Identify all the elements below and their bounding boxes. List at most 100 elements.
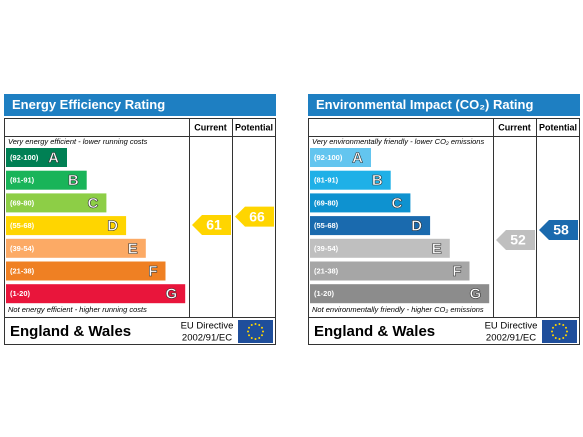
band-letter: A <box>352 149 363 166</box>
rating-arrow <box>496 230 535 251</box>
rating-value: 61 <box>206 217 222 233</box>
eu-star <box>247 330 249 333</box>
eu-star <box>260 334 263 337</box>
band-letter: D <box>107 218 118 235</box>
eu-flag <box>238 320 273 343</box>
band-range: (69-80) <box>314 198 339 207</box>
rating-arrow <box>539 220 578 241</box>
rating-arrow <box>235 206 274 227</box>
band-letter: F <box>148 263 157 280</box>
band-bar <box>6 216 127 236</box>
footer-region: England & Wales <box>10 323 131 340</box>
eu-star <box>552 334 555 337</box>
band-letter: B <box>372 172 383 189</box>
band-letter: F <box>452 263 461 280</box>
title-bar <box>308 94 580 116</box>
eu-star <box>566 330 568 333</box>
column-header: Current <box>194 122 227 132</box>
top-note: Very energy efficient - lower running co… <box>8 137 148 146</box>
rating-arrow <box>192 215 231 235</box>
directive: EU Directive <box>181 321 234 332</box>
band-bar <box>6 261 166 281</box>
column-header: Potential <box>539 122 577 132</box>
band-bar <box>310 216 431 236</box>
band-letter: G <box>166 286 178 303</box>
eu-star <box>562 336 565 339</box>
band-bar <box>6 170 87 190</box>
panel-title: Energy Efficiency Rating <box>12 97 165 112</box>
band-range: (81-91) <box>314 176 339 185</box>
eu-star <box>558 323 561 325</box>
band-bar <box>310 261 470 281</box>
band-letter: C <box>392 195 403 212</box>
eu-star <box>558 338 561 340</box>
directive-code: 2002/91/EC <box>486 333 536 344</box>
band-letter: G <box>470 286 482 303</box>
eu-star <box>254 338 257 340</box>
band-bar <box>310 284 490 304</box>
eu-star <box>551 330 553 333</box>
eu-star <box>258 336 261 339</box>
bottom-note: Not energy efficient - higher running co… <box>8 305 147 314</box>
column-header: Current <box>498 122 531 132</box>
band-range: (55-68) <box>10 221 35 230</box>
eu-star <box>254 323 257 325</box>
eu-star <box>552 326 555 329</box>
rating-value: 58 <box>553 222 569 238</box>
eu-star <box>564 326 567 329</box>
band-bar <box>310 193 411 213</box>
eu-star <box>248 326 251 329</box>
eu-star <box>250 336 253 339</box>
frame <box>4 118 276 345</box>
epc-panel: Environmental Impact (CO₂) Rating Current… <box>308 94 580 345</box>
band-range: (55-68) <box>314 221 339 230</box>
band-range: (69-80) <box>10 198 35 207</box>
eu-star <box>554 336 557 339</box>
rating-value: 66 <box>249 208 265 224</box>
frame <box>308 118 580 345</box>
top-note: Very environmentally friendly - lower CO… <box>312 137 484 146</box>
band-bar <box>310 238 450 258</box>
band-range: (92-100) <box>314 153 343 162</box>
band-range: (92-100) <box>10 153 39 162</box>
band-bar <box>6 193 107 213</box>
band-letter: E <box>432 240 442 257</box>
band-letter: E <box>128 240 138 257</box>
band-range: (39-54) <box>314 244 339 253</box>
band-bar <box>310 148 371 167</box>
epc-panel: Energy Efficiency Rating Current Potential… <box>4 94 276 345</box>
band-range: (21-38) <box>314 266 339 275</box>
band-range: (81-91) <box>10 176 35 185</box>
eu-star <box>258 324 261 327</box>
panel-title: Environmental Impact (CO₂) Rating <box>316 97 533 112</box>
band-range: (1-20) <box>314 289 335 298</box>
eu-star <box>562 324 565 327</box>
bottom-note: Not environmentally friendly - higher CO… <box>312 305 484 314</box>
directive: EU Directive <box>485 321 538 332</box>
title-bar <box>4 94 276 116</box>
band-bar <box>6 238 146 258</box>
band-range: (39-54) <box>10 244 35 253</box>
band-range: (21-38) <box>10 266 35 275</box>
eu-star <box>250 324 253 327</box>
eu-star <box>554 324 557 327</box>
eu-star <box>262 330 264 333</box>
column-header: Potential <box>235 122 273 132</box>
band-letter: D <box>411 218 422 235</box>
eu-star <box>248 334 251 337</box>
directive-code: 2002/91/EC <box>182 333 232 344</box>
eu-star <box>260 326 263 329</box>
band-range: (1-20) <box>10 289 31 298</box>
band-letter: B <box>68 172 79 189</box>
band-letter: C <box>88 195 99 212</box>
eu-star <box>564 334 567 337</box>
band-bar <box>310 170 391 190</box>
footer-region: England & Wales <box>314 323 435 340</box>
eu-flag <box>542 320 577 343</box>
band-bar <box>6 284 186 304</box>
rating-value: 52 <box>510 232 526 248</box>
band-bar <box>6 148 67 167</box>
band-letter: A <box>48 149 59 166</box>
